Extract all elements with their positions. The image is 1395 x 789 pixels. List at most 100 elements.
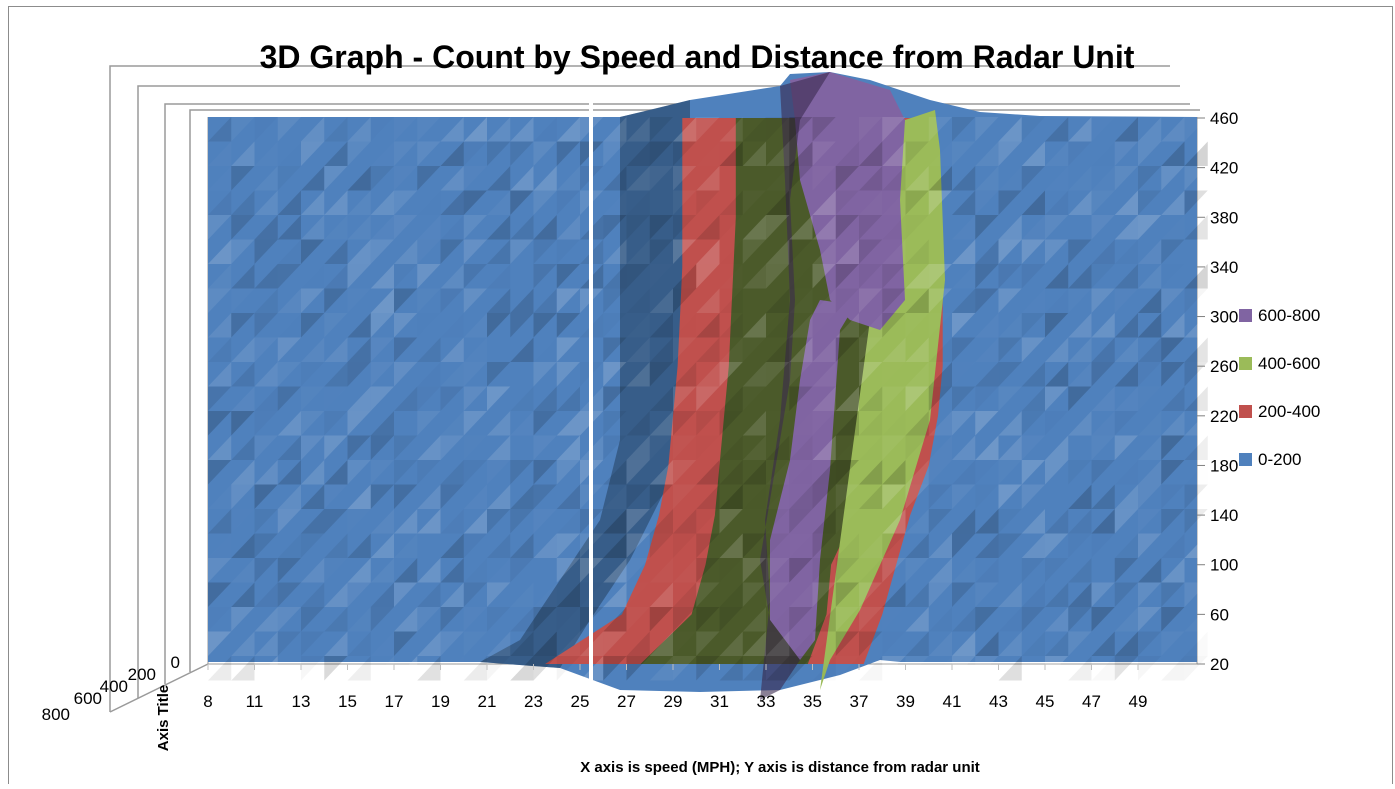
surface-facet <box>394 288 418 313</box>
surface-facet <box>1161 313 1185 338</box>
surface-facet <box>626 558 650 583</box>
surface-facet <box>301 337 325 362</box>
x-tick-label: 23 <box>524 692 543 711</box>
surface-facet <box>1184 411 1208 436</box>
surface-facet <box>835 558 859 583</box>
surface-facet <box>905 239 929 264</box>
surface-facet <box>1138 558 1162 583</box>
surface-facet <box>835 582 859 607</box>
surface-facet <box>882 386 906 411</box>
surface-facet <box>789 509 813 534</box>
surface-facet <box>347 264 371 289</box>
surface-facet <box>347 386 371 411</box>
surface-facet <box>603 264 627 289</box>
surface-facet <box>1161 190 1185 215</box>
surface-facet <box>277 411 301 436</box>
surface-facet <box>742 264 766 289</box>
surface-facet <box>1114 631 1138 656</box>
surface-facet <box>673 362 697 387</box>
surface-facet <box>370 337 394 362</box>
surface-facet <box>1021 313 1045 338</box>
band-0-200-shadow <box>480 100 690 668</box>
surface-facet <box>696 484 720 509</box>
surface-facet <box>1021 607 1045 632</box>
y-tick-label: 300 <box>1210 308 1238 327</box>
surface-facet <box>835 215 859 240</box>
surface-facet <box>556 337 580 362</box>
surface-facet <box>905 166 929 191</box>
surface-facet <box>789 239 813 264</box>
surface-facet <box>463 190 487 215</box>
surface-facet <box>347 656 371 681</box>
surface-facet <box>766 141 790 166</box>
y-tick-label: 20 <box>1210 655 1229 674</box>
surface-facet <box>487 166 511 191</box>
surface-facet <box>603 582 627 607</box>
surface-facet <box>231 435 255 460</box>
surface-facet <box>301 411 325 436</box>
depth-axis-title: Axis Title <box>155 685 172 751</box>
surface-facet <box>231 190 255 215</box>
surface-facet <box>231 582 255 607</box>
surface-facet <box>417 411 441 436</box>
surface-facet <box>882 533 906 558</box>
surface-facet <box>975 607 999 632</box>
surface-facet <box>208 460 232 485</box>
surface-facet <box>626 631 650 656</box>
surface-facet <box>812 239 836 264</box>
surface-facet <box>835 264 859 289</box>
surface-facet <box>812 607 836 632</box>
x-tick-label: 37 <box>850 692 869 711</box>
surface-facet <box>347 166 371 191</box>
surface-facet <box>975 166 999 191</box>
surface-facet <box>835 239 859 264</box>
surface-facet <box>324 117 348 142</box>
surface-facet <box>1161 117 1185 142</box>
surface-facet <box>696 264 720 289</box>
surface-facet <box>649 631 673 656</box>
surface-facet <box>603 533 627 558</box>
surface-facet <box>1091 631 1115 656</box>
surface-facet <box>370 166 394 191</box>
x-tick-label: 25 <box>571 692 590 711</box>
surface-facet <box>952 337 976 362</box>
surface-facet <box>603 117 627 142</box>
y-tick-label: 260 <box>1210 357 1238 376</box>
surface-facet <box>440 386 464 411</box>
surface-facet <box>440 117 464 142</box>
surface-facet <box>905 558 929 583</box>
surface-facet <box>1022 656 1045 681</box>
surface-facet <box>510 607 534 632</box>
surface-facet <box>952 631 976 656</box>
x-tick-label: 31 <box>710 692 729 711</box>
surface-facet <box>952 582 976 607</box>
surface-facet <box>998 386 1022 411</box>
surface-facet <box>673 190 697 215</box>
surface-facet <box>859 215 883 240</box>
surface-facet <box>208 411 232 436</box>
surface-facet <box>301 582 325 607</box>
surface-facet <box>766 117 790 142</box>
surface-facet <box>1068 631 1092 656</box>
surface-facet <box>626 435 650 460</box>
surface-facet <box>510 460 534 485</box>
surface-facet <box>998 631 1022 656</box>
surface-facet <box>277 386 301 411</box>
surface-facet <box>370 656 394 681</box>
surface-facet <box>231 460 255 485</box>
surface-facet <box>928 558 952 583</box>
surface-facet <box>673 117 697 142</box>
surface-facet <box>673 607 697 632</box>
surface-facet <box>1161 288 1185 313</box>
surface-facet <box>510 239 534 264</box>
surface-facet <box>1138 631 1162 656</box>
surface-facet <box>231 386 255 411</box>
surface-facet <box>277 264 301 289</box>
surface-facet <box>487 411 511 436</box>
surface-facet <box>928 631 952 656</box>
surface-facet <box>696 656 720 681</box>
surface-facet <box>510 313 534 338</box>
surface-facet <box>882 582 906 607</box>
surface-facet <box>905 411 929 436</box>
surface-facet <box>277 484 301 509</box>
